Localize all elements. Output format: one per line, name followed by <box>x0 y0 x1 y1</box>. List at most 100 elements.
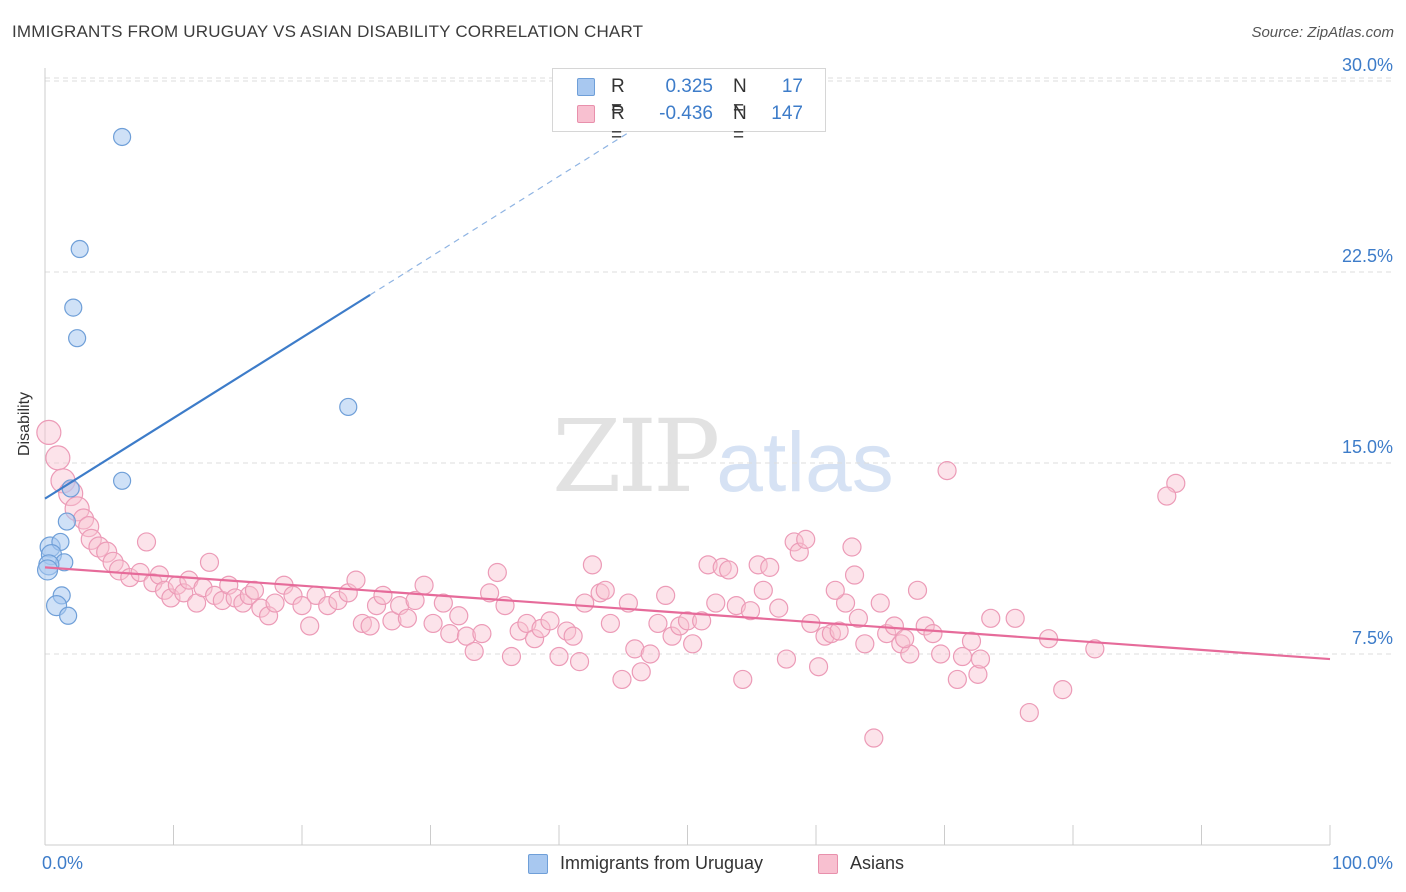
asians-point <box>265 593 285 613</box>
asians-point <box>784 532 804 552</box>
asians-point <box>80 528 102 550</box>
asians-point <box>776 649 797 669</box>
asians-point <box>848 608 869 628</box>
asians-point <box>480 583 500 603</box>
asians-point <box>769 598 789 618</box>
x-tick-label: 100.0% <box>1332 853 1393 873</box>
asians-point <box>582 555 603 575</box>
asians-point <box>842 537 862 557</box>
asians-point <box>472 624 492 644</box>
asians-point <box>517 613 537 634</box>
asians-points <box>36 419 1186 748</box>
asians-point <box>346 570 366 590</box>
asians-point <box>1157 486 1177 506</box>
asians-point <box>719 560 739 580</box>
asians-point <box>1085 639 1105 659</box>
legend-swatch-asians <box>577 105 595 123</box>
asians-point <box>36 419 62 446</box>
y-axis-label: Disability <box>16 391 33 456</box>
tick-labels: 7.5% 15.0% 22.5% 30.0% 0.0% 100.0% <box>42 55 1393 873</box>
asians-point <box>382 611 402 631</box>
source-label: Source: ZipAtlas.com <box>1251 24 1394 41</box>
asians-point <box>423 613 443 634</box>
asians-point <box>487 562 507 583</box>
asians-point <box>366 595 387 616</box>
uruguay-point <box>36 559 59 581</box>
asians-point <box>569 652 590 672</box>
asians-point <box>563 626 583 646</box>
uruguay-point <box>68 329 87 348</box>
asians-point <box>360 616 380 636</box>
asians-point <box>677 611 698 631</box>
asians-point <box>937 461 957 481</box>
asians-point <box>698 555 718 575</box>
asians-point <box>108 559 131 581</box>
asians-point <box>748 555 768 575</box>
asians-point <box>931 644 951 664</box>
legend-r-value: 0.325 <box>665 76 713 97</box>
asians-point <box>251 598 271 618</box>
asians-point <box>1053 680 1073 700</box>
y-tick-label: 15.0% <box>1342 437 1393 457</box>
uruguay-point <box>64 298 83 317</box>
asians-point <box>352 613 372 634</box>
asians-point <box>923 624 943 644</box>
asians-point <box>233 593 253 613</box>
asians-point <box>844 565 865 585</box>
asians-trend-line <box>44 566 1331 661</box>
asians-point <box>239 585 259 606</box>
asians-point <box>501 646 522 667</box>
y-tick-label: 22.5% <box>1342 246 1393 266</box>
asians-point <box>683 634 703 654</box>
legend-swatch-uruguay <box>577 78 595 96</box>
uruguay-point <box>339 397 358 417</box>
asians-point <box>456 626 477 646</box>
asians-point <box>900 644 920 664</box>
asians-point <box>292 595 312 616</box>
watermark: ZIPatlas <box>552 398 894 515</box>
asians-point <box>864 728 884 748</box>
asians-point <box>373 585 393 606</box>
asians-point <box>397 608 417 628</box>
asians-point <box>590 583 610 603</box>
asians-point <box>692 611 712 631</box>
asians-point <box>328 590 348 611</box>
asians-point <box>244 580 265 600</box>
uruguay-point <box>57 512 76 531</box>
asians-point <box>449 606 469 626</box>
asians-point <box>968 664 988 684</box>
legend-label-asians: Asians <box>850 853 905 873</box>
asians-point <box>884 616 904 636</box>
asians-point <box>557 621 577 641</box>
legend-r-value: -0.436 <box>659 103 713 124</box>
asians-point <box>174 583 194 603</box>
legend-r-label: R = <box>611 76 625 119</box>
asians-point <box>706 593 726 613</box>
asians-point <box>509 621 529 641</box>
uruguay-points <box>36 127 358 625</box>
asians-point <box>1005 608 1025 628</box>
asians-point <box>631 662 651 682</box>
legend-label-uruguay: Immigrants from Uruguay <box>560 853 764 873</box>
asians-point <box>1019 702 1039 723</box>
asians-point <box>808 657 829 677</box>
x-tick-label: 0.0% <box>42 853 83 873</box>
asians-point <box>829 621 849 641</box>
asians-point <box>405 590 425 611</box>
asians-point <box>96 541 118 563</box>
asians-point <box>970 649 991 669</box>
asians-point <box>640 644 660 664</box>
asians-point <box>300 616 320 636</box>
legend-swatch-asians <box>818 854 838 874</box>
asians-point <box>199 552 220 572</box>
asians-point <box>540 611 560 631</box>
legend-swatch-uruguay <box>528 854 548 874</box>
asians-point <box>440 624 460 644</box>
uruguay-point <box>59 606 78 625</box>
asians-point <box>618 593 638 613</box>
asians-point <box>648 613 668 634</box>
asians-point <box>895 629 915 649</box>
asians-point <box>136 532 157 552</box>
asians-point <box>726 595 746 616</box>
asians-point <box>870 593 890 613</box>
